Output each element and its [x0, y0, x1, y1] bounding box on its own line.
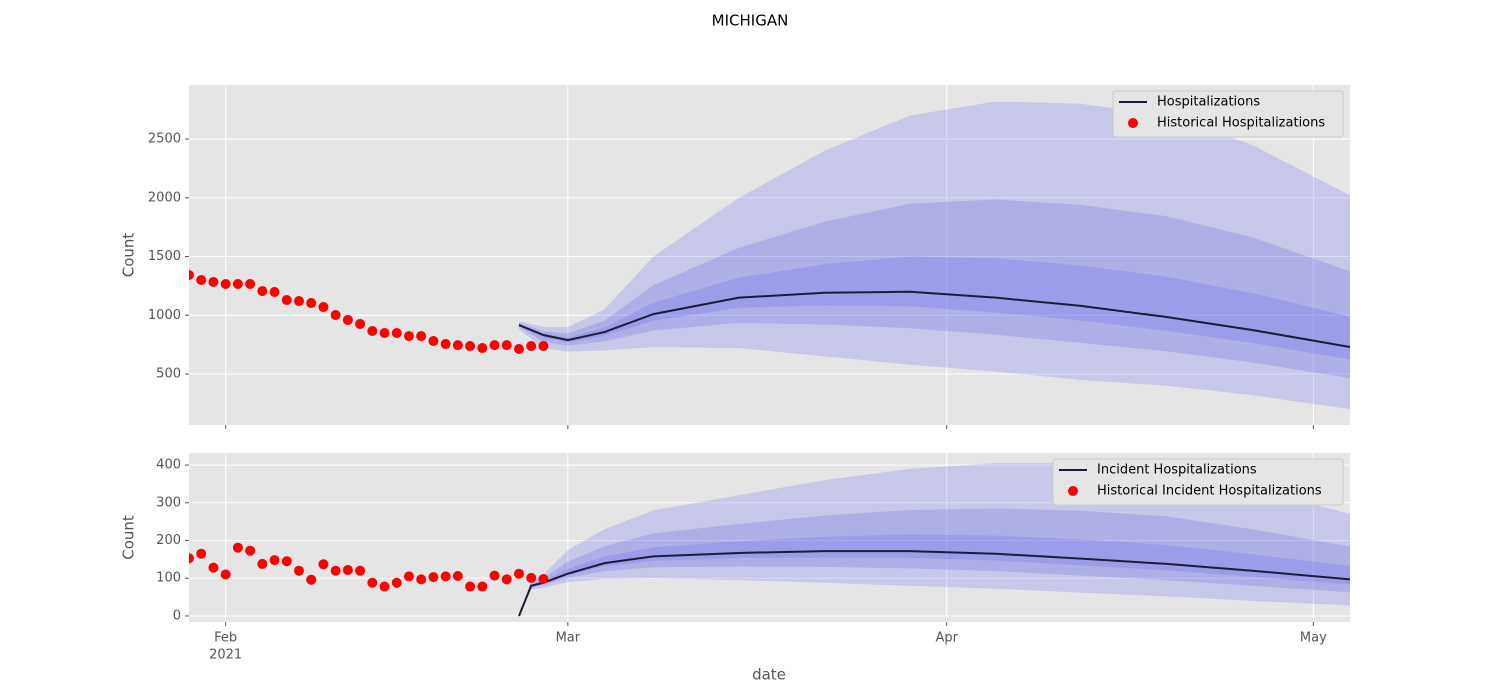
data-point [379, 328, 390, 339]
data-point [513, 568, 524, 579]
data-point [318, 302, 329, 313]
data-point [526, 341, 537, 352]
data-point [403, 331, 414, 342]
forecast-band [518, 256, 1350, 360]
data-point [269, 555, 280, 566]
legend-label: Hospitalizations [1157, 95, 1260, 110]
y-axis-label: Count [120, 233, 138, 278]
data-point [208, 562, 219, 573]
y-tick-label: 500 [156, 367, 181, 382]
forecast-band [518, 199, 1350, 379]
y-tick-label: 0 [173, 608, 181, 623]
data-point [465, 581, 476, 592]
data-point [220, 569, 231, 580]
data-point [391, 328, 402, 339]
y-tick-label: 2500 [148, 132, 181, 147]
data-point [489, 570, 500, 581]
legend-label: Historical Hospitalizations [1157, 116, 1325, 131]
data-point [306, 574, 317, 585]
data-point [293, 296, 304, 307]
data-point [355, 565, 366, 576]
x-tick-year: 2021 [209, 648, 242, 663]
data-point [306, 298, 317, 309]
data-point [293, 565, 304, 576]
data-point [513, 343, 524, 354]
data-point [477, 581, 488, 592]
data-point [403, 571, 414, 582]
data-point [440, 339, 451, 350]
data-point [501, 340, 512, 351]
data-point [220, 279, 231, 290]
plot-background [189, 85, 1350, 425]
x-axis-label: date [752, 666, 786, 684]
data-point [489, 340, 500, 351]
data-point [189, 553, 194, 564]
data-point [257, 286, 268, 297]
data-point [245, 545, 256, 556]
legend-swatch [1068, 486, 1078, 496]
data-point [281, 556, 292, 567]
y-tick-label: 1500 [148, 249, 181, 264]
data-point [196, 275, 207, 286]
data-point [526, 572, 537, 583]
data-point [367, 326, 378, 337]
median-line [518, 290, 1350, 348]
data-point [342, 314, 353, 325]
data-point [452, 340, 463, 351]
y-tick-label: 2000 [148, 190, 181, 205]
data-point [379, 581, 390, 592]
data-point [257, 558, 268, 569]
data-point [367, 577, 378, 588]
data-point [281, 294, 292, 305]
data-point [196, 548, 207, 559]
data-point [452, 570, 463, 581]
data-point [428, 335, 439, 346]
data-point [318, 559, 329, 570]
y-tick-label: 400 [156, 458, 181, 473]
legend-box [1052, 458, 1344, 506]
forecast-band [518, 534, 1350, 616]
y-tick-label: 1000 [148, 308, 181, 323]
data-point [501, 574, 512, 585]
data-point [391, 577, 402, 588]
plot-area [189, 101, 1350, 410]
data-point [465, 341, 476, 352]
data-point [416, 574, 427, 585]
data-point [440, 571, 451, 582]
figure-title: MICHIGAN [712, 12, 789, 30]
x-tick-label: Mar [556, 631, 581, 646]
data-point [330, 565, 341, 576]
data-point [538, 341, 549, 352]
legend-label: Incident Hospitalizations [1097, 463, 1257, 478]
y-tick-label: 200 [156, 533, 181, 548]
data-point [245, 279, 256, 290]
forecast-band [518, 508, 1350, 616]
data-point [232, 542, 243, 553]
data-point [232, 279, 243, 290]
data-point [428, 572, 439, 583]
data-point [208, 277, 219, 288]
y-axis-label: Count [120, 515, 138, 560]
data-point [342, 564, 353, 575]
x-tick-label: Apr [935, 631, 958, 646]
y-tick-label: 300 [156, 495, 181, 510]
data-point [538, 573, 549, 584]
data-point [330, 310, 341, 321]
legend-box [1112, 90, 1344, 138]
data-point [416, 331, 427, 342]
legend-swatch [1128, 118, 1138, 128]
forecast-band [518, 101, 1350, 410]
legend-label: Historical Incident Hospitalizations [1097, 484, 1322, 499]
y-tick-label: 100 [156, 571, 181, 586]
data-point [355, 318, 366, 329]
data-point [189, 270, 194, 281]
x-tick-label: May [1300, 631, 1327, 646]
data-point [269, 287, 280, 298]
x-tick-label: Feb [214, 631, 237, 646]
data-point [477, 343, 488, 354]
